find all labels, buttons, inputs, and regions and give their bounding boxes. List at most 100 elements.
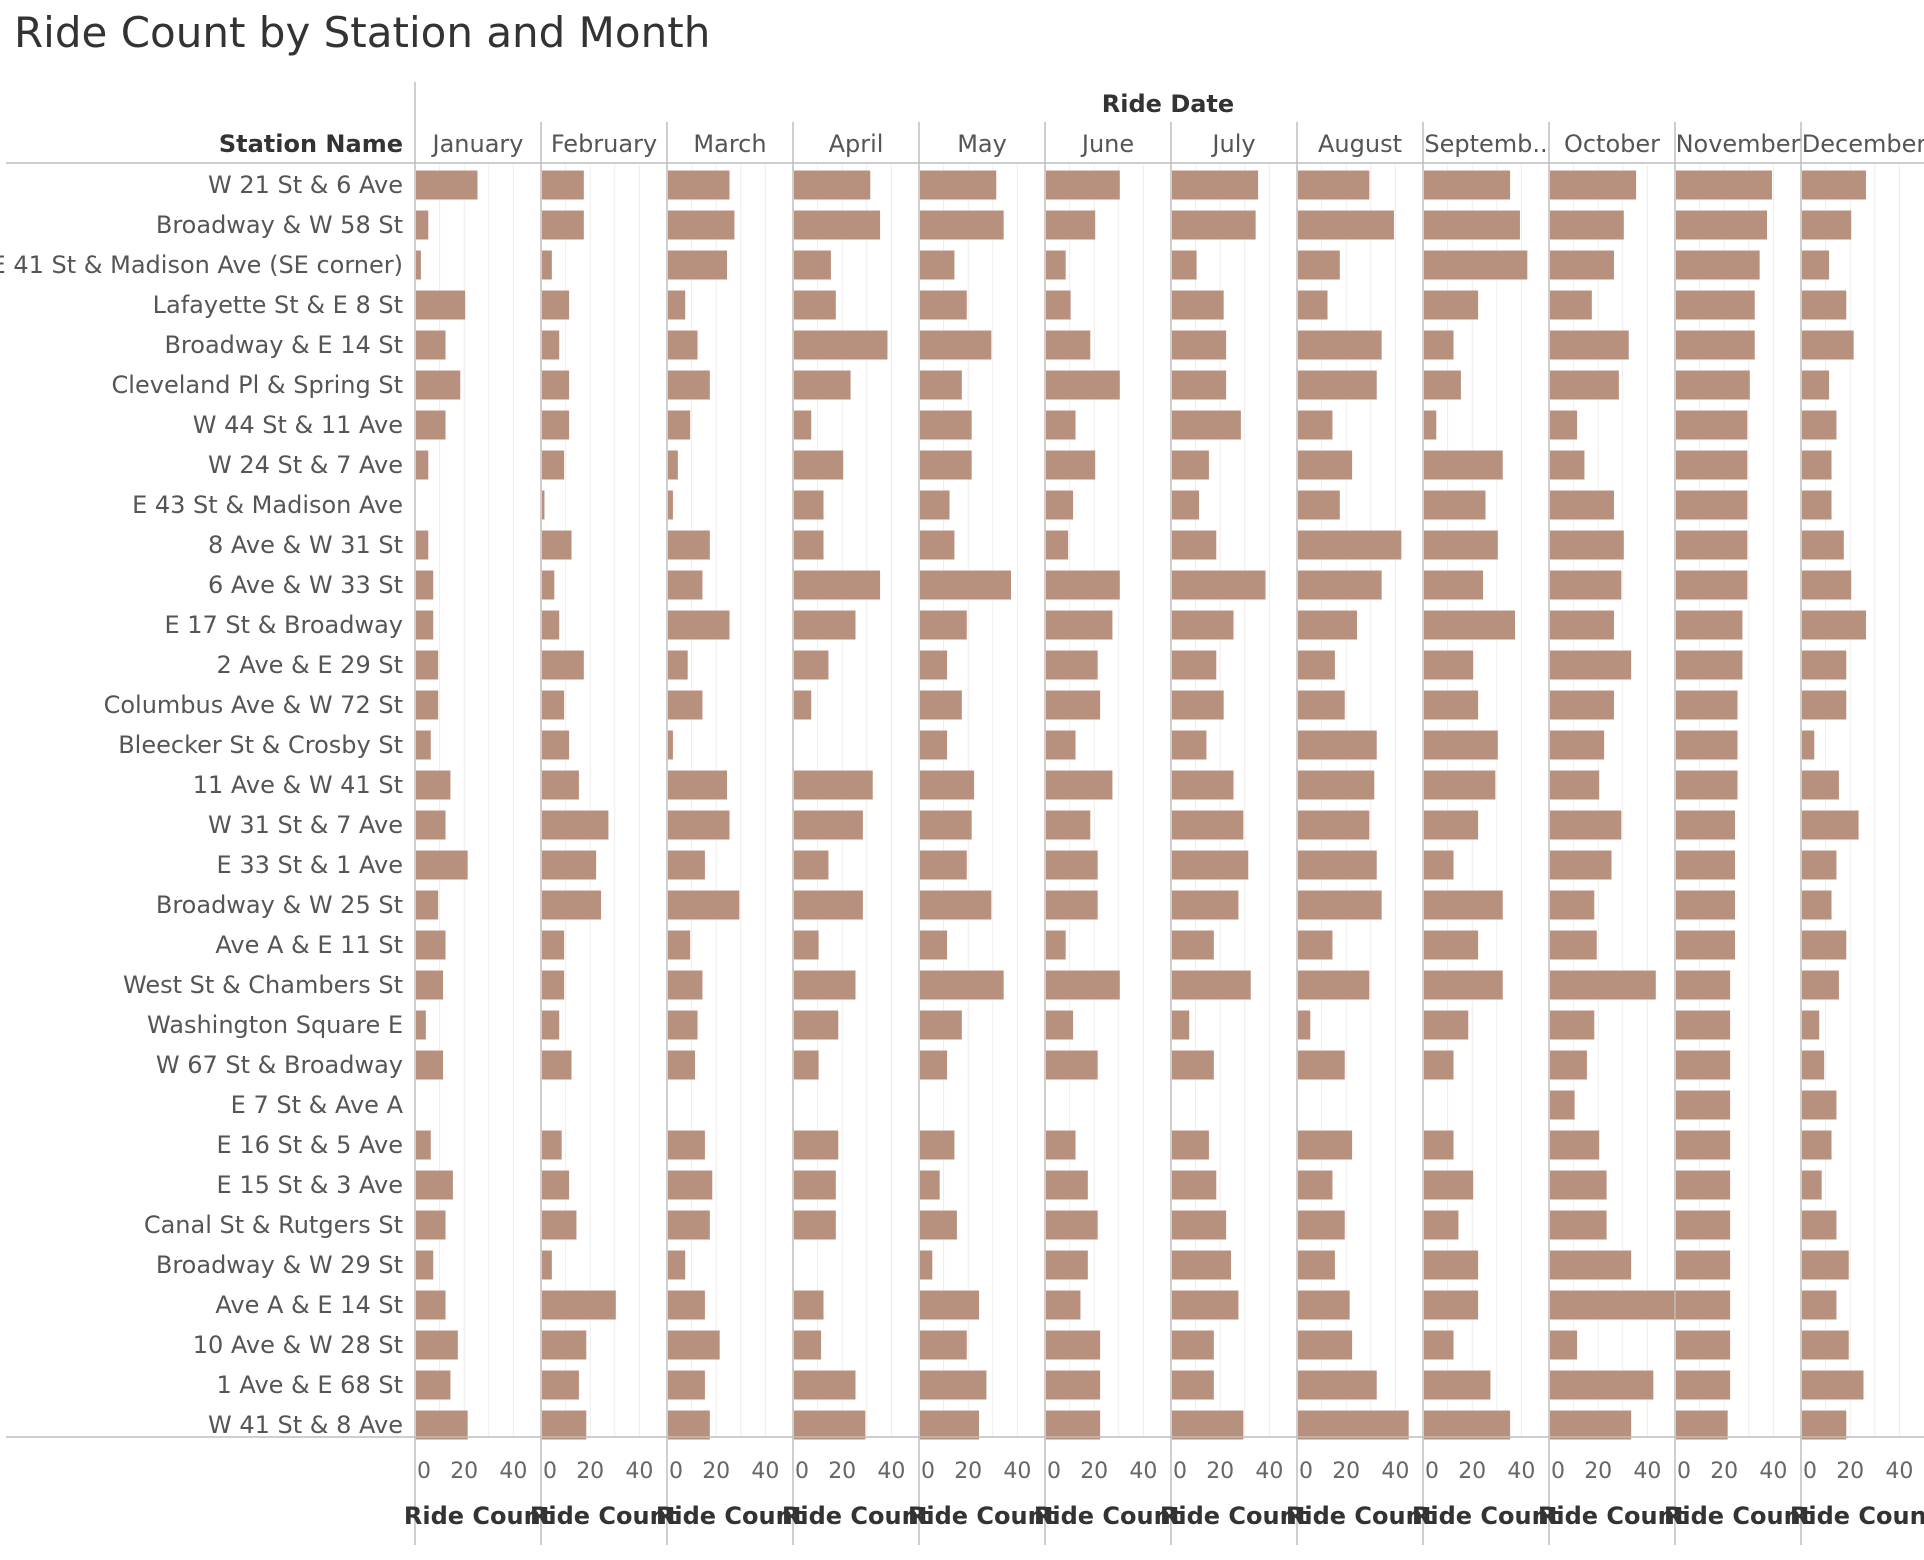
bar — [1424, 610, 1516, 640]
bar — [1172, 330, 1227, 360]
bar — [920, 1330, 967, 1360]
bar — [920, 490, 950, 520]
bar — [542, 690, 565, 720]
bar — [1676, 530, 1748, 560]
bar — [542, 450, 565, 480]
bar — [1802, 1250, 1849, 1280]
bar — [416, 570, 434, 600]
bar — [1802, 810, 1859, 840]
bar — [1676, 1210, 1731, 1240]
bar — [1298, 730, 1377, 760]
bar — [1172, 490, 1200, 520]
bar — [1298, 250, 1340, 280]
bar — [1550, 770, 1600, 800]
bar — [1550, 370, 1619, 400]
bar — [416, 1130, 431, 1160]
station-label: W 41 St & 8 Ave — [208, 1411, 403, 1439]
station-label: 11 Ave & W 41 St — [193, 771, 403, 799]
bar — [1424, 1210, 1459, 1240]
bar — [1298, 1290, 1350, 1320]
station-label: Broadway & E 14 St — [164, 331, 403, 359]
bar — [1424, 410, 1437, 440]
bar — [542, 570, 555, 600]
bar — [1424, 570, 1484, 600]
bar — [542, 730, 570, 760]
bar — [1424, 530, 1498, 560]
bar — [542, 1010, 560, 1040]
bar — [668, 570, 703, 600]
bar — [416, 770, 451, 800]
bar — [794, 570, 881, 600]
month-header: December — [1802, 130, 1924, 158]
bar — [1172, 530, 1217, 560]
bar — [668, 410, 691, 440]
x-tick-label: 0 — [795, 1459, 809, 1484]
bar — [794, 770, 873, 800]
bar — [1550, 810, 1622, 840]
bar — [416, 890, 439, 920]
bar — [1046, 1210, 1098, 1240]
station-label: W 67 St & Broadway — [156, 1051, 403, 1079]
bar — [1046, 1250, 1088, 1280]
bar — [1550, 530, 1624, 560]
bar — [1424, 850, 1454, 880]
bar — [1802, 1090, 1837, 1120]
bar — [1676, 210, 1768, 240]
bar — [668, 1210, 710, 1240]
bar — [416, 1370, 451, 1400]
bar — [1172, 410, 1241, 440]
x-tick-label: 0 — [417, 1459, 431, 1484]
bar — [1424, 490, 1486, 520]
bar — [1046, 1290, 1081, 1320]
bar — [1676, 1370, 1731, 1400]
x-tick-label: 20 — [702, 1459, 730, 1484]
bar — [1424, 650, 1474, 680]
bar — [1172, 930, 1214, 960]
bar — [1676, 730, 1738, 760]
bar — [542, 970, 565, 1000]
row-header: Station Name — [219, 130, 403, 158]
bar — [1046, 970, 1120, 1000]
bar — [1298, 570, 1382, 600]
bar — [1550, 490, 1614, 520]
bar — [542, 1170, 570, 1200]
bar — [1676, 1010, 1731, 1040]
bar — [668, 770, 728, 800]
bar — [794, 650, 829, 680]
month-header: March — [693, 130, 766, 158]
bar — [794, 450, 844, 480]
bar — [794, 610, 856, 640]
bar — [416, 690, 439, 720]
x-tick-label: 40 — [1885, 1459, 1913, 1484]
bar — [1046, 370, 1120, 400]
station-label: 2 Ave & E 29 St — [217, 651, 403, 679]
bar — [1424, 1170, 1474, 1200]
bar — [1676, 410, 1748, 440]
bar — [920, 1410, 980, 1440]
bar — [1424, 690, 1479, 720]
bar — [1802, 770, 1839, 800]
x-axis-title: Ride Count — [1664, 1502, 1812, 1530]
bar — [1046, 1330, 1101, 1360]
bar — [1298, 610, 1358, 640]
bar — [1802, 1170, 1822, 1200]
bar — [920, 1290, 980, 1320]
bar — [920, 1010, 962, 1040]
bar — [794, 170, 871, 200]
bar — [920, 370, 962, 400]
bar — [1424, 890, 1503, 920]
station-label: West St & Chambers St — [123, 971, 403, 999]
bar — [1298, 370, 1377, 400]
x-axis-title: Ride Count — [656, 1502, 804, 1530]
bar — [1676, 330, 1755, 360]
bar — [920, 690, 962, 720]
bar — [1550, 1410, 1632, 1440]
x-tick-label: 20 — [1206, 1459, 1234, 1484]
bar — [920, 530, 955, 560]
x-tick-label: 0 — [921, 1459, 935, 1484]
bar — [1802, 1290, 1837, 1320]
bar — [920, 650, 948, 680]
bar — [1172, 730, 1207, 760]
bar — [542, 290, 570, 320]
bar — [1802, 210, 1852, 240]
